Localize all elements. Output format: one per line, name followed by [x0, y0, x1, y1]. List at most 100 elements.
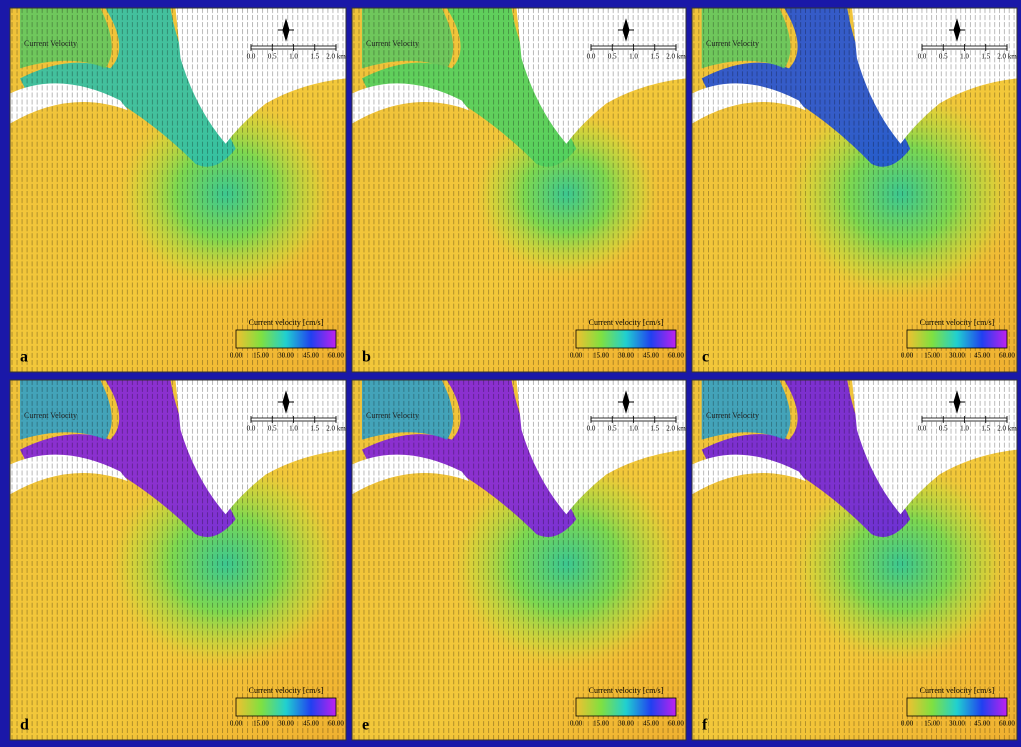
colorbar-tick-label: 60.00 [668, 720, 684, 728]
map-panel: Current Velocity 0.0 0.5 1.0 1.5 2.0 km Curren… [351, 7, 687, 373]
scale-label: 0.5 [268, 53, 277, 61]
scale-label: 2.0 km [326, 425, 346, 433]
map-body [352, 380, 686, 740]
vector-field [352, 8, 686, 372]
colorbar-tick-label: 60.00 [328, 720, 344, 728]
colorbar-tick-label: 30.00 [278, 720, 294, 728]
colorbar [906, 697, 1008, 717]
colorbar-tick-label: 15.00 [593, 720, 609, 728]
colorbar-tick-label: 0.00 [901, 720, 914, 728]
colorbar-tick-label: 0.00 [570, 720, 583, 728]
compass [618, 18, 634, 42]
scale-label: 1.0 [960, 425, 969, 433]
scale-label: 0.0 [587, 425, 596, 433]
panel-border [9, 379, 347, 741]
panel-letter: e [362, 717, 369, 734]
legend-title: Current velocity [cm/s] [249, 686, 324, 695]
scale-label: 2.0 km [666, 425, 686, 433]
colorbar [575, 697, 677, 717]
scale-label: 2.0 km [997, 53, 1017, 61]
colorbar-tick-label: 45.00 [643, 720, 659, 728]
corner-label: Current Velocity [706, 39, 759, 48]
legend-title: Current velocity [cm/s] [249, 318, 324, 327]
compass [949, 390, 965, 414]
map-body [10, 8, 346, 372]
panel-border [351, 379, 687, 741]
scale-label: 0.5 [939, 425, 948, 433]
scale-label: 0.0 [247, 53, 256, 61]
corner-label: Current Velocity [24, 411, 77, 420]
scale-label: 1.5 [650, 53, 659, 61]
map-panel: Current Velocity 0.0 0.5 1.0 1.5 2.0 km Curren… [9, 379, 347, 741]
colorbar-tick-label: 30.00 [618, 720, 634, 728]
colorbar [575, 329, 677, 349]
colorbar-tick-label: 15.00 [924, 352, 940, 360]
corner-label: Current Velocity [366, 39, 419, 48]
panel-letter: c [702, 349, 709, 366]
scale-label: 1.0 [960, 53, 969, 61]
scale-label: 0.5 [268, 425, 277, 433]
colorbar-tick-label: 30.00 [618, 352, 634, 360]
colorbar-tick-label: 0.00 [570, 352, 583, 360]
panel-border [9, 7, 347, 373]
map-panel: Current Velocity 0.0 0.5 1.0 1.5 2.0 km Curren… [9, 7, 347, 373]
colorbar-tick-label: 15.00 [253, 720, 269, 728]
colorbar-tick-label: 15.00 [924, 720, 940, 728]
legend-title: Current velocity [cm/s] [589, 686, 664, 695]
colorbar-tick-label: 0.00 [901, 352, 914, 360]
scale-label: 2.0 km [326, 53, 346, 61]
legend-title: Current velocity [cm/s] [589, 318, 664, 327]
scale-label: 0.0 [918, 425, 927, 433]
scale-label: 0.5 [608, 425, 617, 433]
panel-border [691, 7, 1018, 373]
scale-label: 2.0 km [997, 425, 1017, 433]
map-panel: Current Velocity 0.0 0.5 1.0 1.5 2.0 km Curren… [351, 379, 687, 741]
scale-label: 0.0 [918, 53, 927, 61]
vector-field [692, 8, 1017, 372]
colorbar-tick-label: 60.00 [999, 352, 1015, 360]
colorbar [906, 329, 1008, 349]
map-panel: Current Velocity 0.0 0.5 1.0 1.5 2.0 km Curren… [691, 379, 1018, 741]
panel-letter: f [702, 717, 708, 734]
legend-title: Current velocity [cm/s] [920, 318, 995, 327]
colorbar-tick-label: 15.00 [593, 352, 609, 360]
colorbar [235, 329, 337, 349]
colorbar-tick-label: 30.00 [278, 352, 294, 360]
scale-label: 1.0 [629, 53, 638, 61]
scale-label: 0.0 [247, 425, 256, 433]
compass [278, 390, 294, 414]
colorbar-tick-label: 45.00 [974, 352, 990, 360]
scale-label: 1.0 [289, 53, 298, 61]
panel-border [691, 379, 1018, 741]
compass [949, 18, 965, 42]
scale-label: 1.0 [629, 425, 638, 433]
map-body [692, 8, 1017, 372]
colorbar-tick-label: 30.00 [949, 352, 965, 360]
scale-label: 0.0 [587, 53, 596, 61]
colorbar-tick-label: 15.00 [253, 352, 269, 360]
compass [278, 18, 294, 42]
colorbar-tick-label: 45.00 [643, 352, 659, 360]
panel-letter: d [20, 717, 29, 734]
scale-label: 1.5 [310, 53, 319, 61]
vector-field [352, 380, 686, 740]
colorbar-tick-label: 45.00 [974, 720, 990, 728]
vector-field [10, 380, 346, 740]
map-panel: Current Velocity 0.0 0.5 1.0 1.5 2.0 km Curren… [691, 7, 1018, 373]
colorbar-tick-label: 30.00 [949, 720, 965, 728]
panel-letter: b [362, 349, 371, 366]
colorbar-tick-label: 60.00 [999, 720, 1015, 728]
corner-label: Current Velocity [706, 411, 759, 420]
map-body [10, 380, 346, 740]
scale-label: 1.5 [981, 425, 990, 433]
panel-border [351, 7, 687, 373]
colorbar-tick-label: 45.00 [303, 352, 319, 360]
colorbar-tick-label: 60.00 [668, 352, 684, 360]
scale-label: 1.5 [981, 53, 990, 61]
colorbar-tick-label: 60.00 [328, 352, 344, 360]
corner-label: Current Velocity [24, 39, 77, 48]
vector-field [692, 380, 1017, 740]
colorbar-tick-label: 45.00 [303, 720, 319, 728]
scale-label: 0.5 [608, 53, 617, 61]
